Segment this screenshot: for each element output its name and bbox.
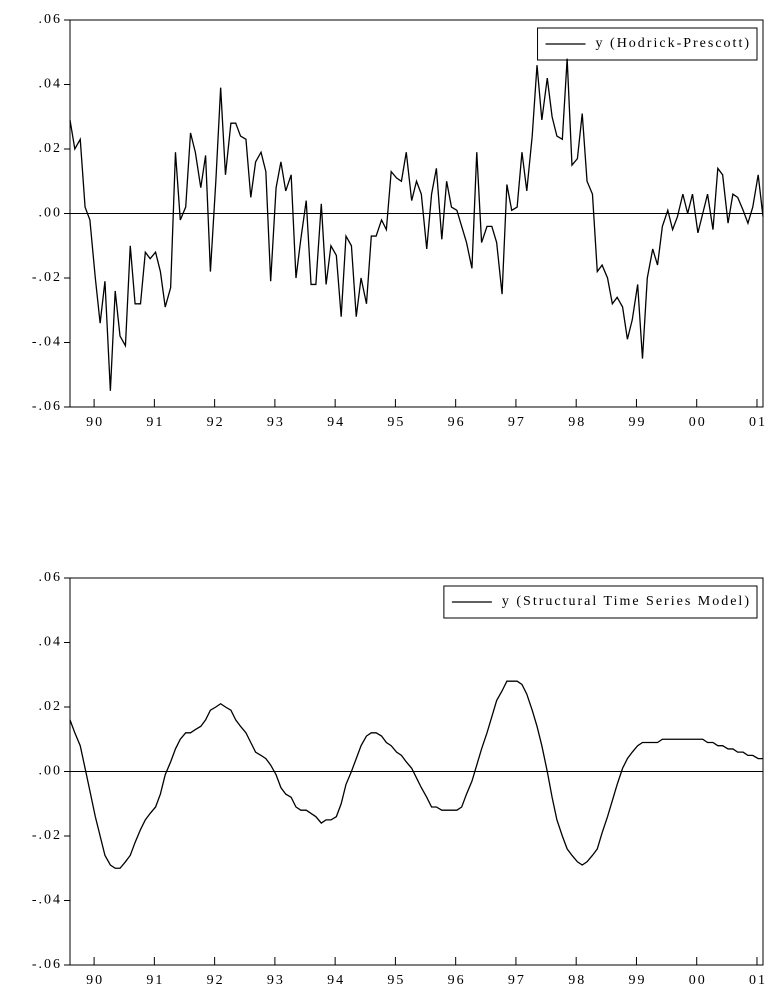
- y-tick-label: -.02: [32, 828, 62, 843]
- y-tick-label: .06: [39, 570, 63, 585]
- y-tick-label: .04: [39, 635, 63, 650]
- y-tick-label: .02: [39, 141, 63, 156]
- x-tick-label: 96: [448, 973, 466, 988]
- series-line: [69, 680, 763, 869]
- x-tick-label: 01: [749, 415, 767, 430]
- x-tick-label: 98: [568, 973, 586, 988]
- y-tick-label: -.04: [32, 335, 62, 350]
- x-tick-label: 92: [207, 973, 225, 988]
- x-tick-label: 91: [146, 973, 164, 988]
- y-tick-label: -.06: [32, 399, 62, 414]
- x-tick-label: 00: [689, 415, 707, 430]
- x-tick-label: 94: [327, 973, 345, 988]
- series-line: [69, 58, 764, 391]
- x-tick-label: 93: [267, 415, 285, 430]
- x-tick-label: 90: [86, 415, 104, 430]
- x-tick-label: 01: [749, 973, 767, 988]
- x-tick-label: 93: [267, 973, 285, 988]
- x-tick-label: 90: [86, 973, 104, 988]
- x-tick-label: 98: [568, 415, 586, 430]
- x-tick-label: 00: [689, 973, 707, 988]
- legend-box: [443, 585, 758, 619]
- legend-label: y (Structural Time Series Model): [502, 594, 751, 609]
- x-tick-label: 91: [146, 415, 164, 430]
- y-tick-label: .06: [39, 12, 63, 27]
- x-tick-label: 95: [387, 415, 405, 430]
- x-tick-label: 97: [508, 973, 526, 988]
- legend-label: y (Hodrick-Prescott): [596, 36, 751, 51]
- y-tick-label: .04: [39, 77, 63, 92]
- x-tick-label: 97: [508, 415, 526, 430]
- x-tick-label: 92: [207, 415, 225, 430]
- legend-box: [537, 27, 758, 61]
- y-tick-label: .02: [39, 699, 63, 714]
- y-tick-label: .00: [39, 764, 63, 779]
- x-tick-label: 99: [628, 415, 646, 430]
- x-tick-label: 95: [387, 973, 405, 988]
- y-tick-label: -.04: [32, 893, 62, 908]
- x-tick-label: 99: [628, 973, 646, 988]
- y-tick-label: -.02: [32, 270, 62, 285]
- x-tick-label: 96: [448, 415, 466, 430]
- x-tick-label: 94: [327, 415, 345, 430]
- y-tick-label: -.06: [32, 957, 62, 972]
- y-tick-label: .00: [39, 206, 63, 221]
